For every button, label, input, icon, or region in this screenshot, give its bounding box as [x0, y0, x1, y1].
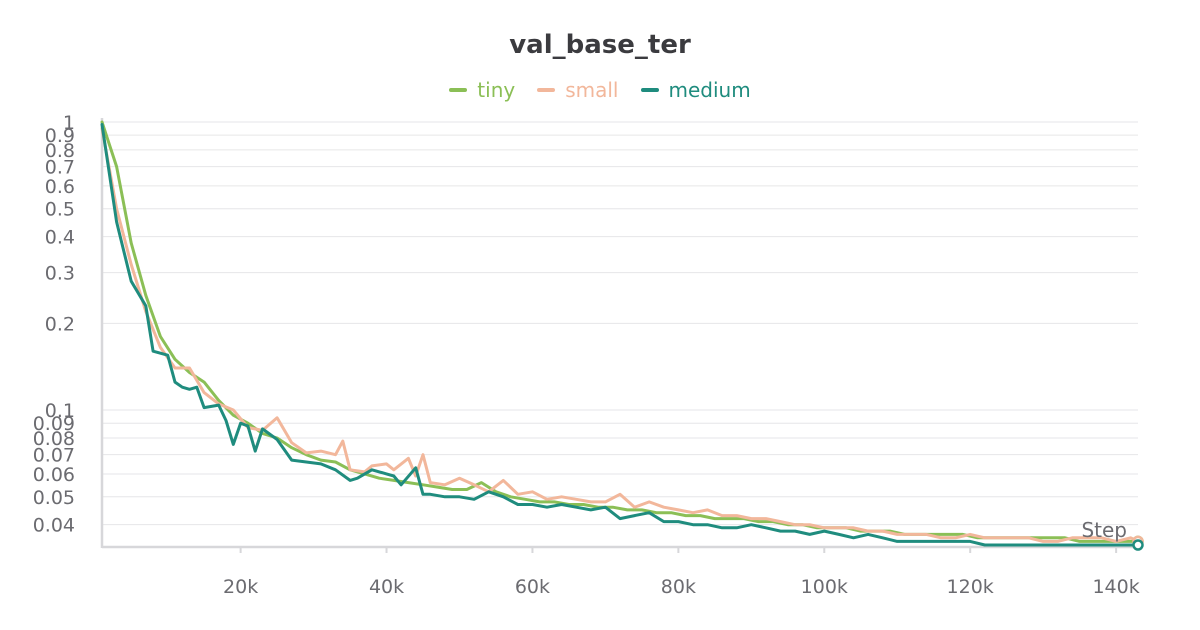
legend-label: medium: [668, 78, 751, 102]
series-line-small: [100, 126, 1140, 543]
legend-item-tiny[interactable]: tiny: [449, 78, 515, 102]
legend-swatch: [537, 88, 556, 92]
y-tick-label: 0.06: [33, 464, 75, 486]
x-tick-label: 120k: [947, 576, 994, 598]
x-axis-title: Step: [1081, 518, 1127, 542]
y-tick-label: 0.07: [33, 445, 75, 467]
legend-item-small[interactable]: small: [537, 78, 619, 102]
series-line-tiny: [100, 120, 1140, 543]
y-tick-label: 0.05: [33, 487, 75, 509]
series-line-medium: [100, 123, 1140, 547]
legend-item-medium[interactable]: medium: [640, 78, 751, 102]
y-tick-label: 0.5: [45, 199, 75, 221]
x-tick-label: 100k: [801, 576, 848, 598]
y-tick-label: 0.09: [33, 413, 75, 435]
x-tick-label: 20k: [223, 576, 258, 598]
x-tick-label: 140k: [1092, 576, 1139, 598]
y-tick-label: 0.9: [45, 125, 75, 147]
legend-swatch: [640, 88, 659, 92]
y-tick-label: 0.08: [33, 428, 75, 450]
y-tick-label: 0.4: [45, 227, 75, 249]
y-tick-label: 0.7: [45, 157, 75, 179]
y-tick-label: 0.6: [45, 176, 75, 198]
x-tick-label: 80k: [661, 576, 696, 598]
y-tick-label: 0.2: [45, 313, 75, 335]
x-tick-label: 40k: [369, 576, 404, 598]
y-tick-label: 0.04: [33, 515, 75, 537]
legend-swatch: [449, 88, 468, 92]
legend-label: small: [565, 78, 619, 102]
y-tick-label: 0.3: [45, 263, 75, 285]
y-tick-label: 1: [63, 112, 75, 134]
chart-title: val_base_ter: [509, 30, 691, 60]
x-tick-label: 60k: [515, 576, 550, 598]
legend: tiny small medium: [0, 78, 1200, 102]
series-endpoint-medium: [1132, 539, 1144, 551]
y-tick-label: 0.1: [45, 400, 75, 422]
y-tick-label: 0.8: [45, 140, 75, 162]
legend-label: tiny: [477, 78, 516, 102]
